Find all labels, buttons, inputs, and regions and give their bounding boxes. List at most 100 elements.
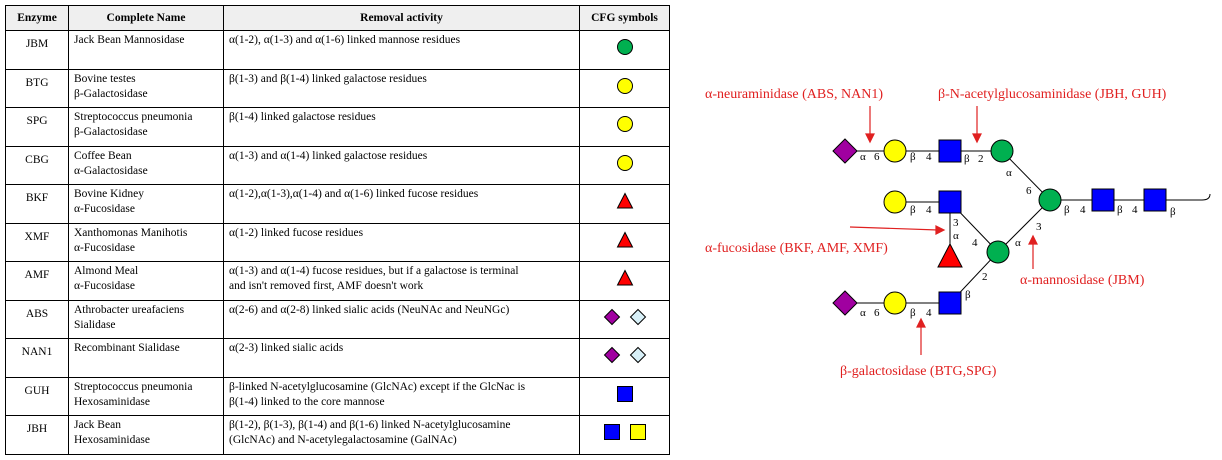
table-row: NAN1 Recombinant Sialidase α(2-3) linked s… <box>5 338 670 378</box>
enzyme-cell: BKF <box>5 184 69 224</box>
complete-name-cell: Athrobacter ureafaciens Sialidase <box>68 299 224 339</box>
green-circle-icon <box>616 39 633 56</box>
removal-activity-cell: α(1-3) and α(1-4) linked galactose resid… <box>223 145 580 185</box>
removal-activity-cell: β-linked N-acetylglucosamine (GlcNAc) ex… <box>223 376 580 416</box>
enzyme-table: Enzyme Complete Name Removal activity CF… <box>5 5 670 455</box>
complete-name-line: Almond Meal <box>74 265 139 277</box>
linkage-label: β <box>1170 206 1176 218</box>
cfg-symbols-cell <box>579 376 670 416</box>
linkage-label: 4 <box>926 151 932 163</box>
header-cfg-symbols: CFG symbols <box>579 5 670 31</box>
table-row: GUH Streptococcus pneumonia Hexosaminidase… <box>5 376 670 416</box>
annotation-arrowhead <box>972 133 982 144</box>
linkage-label: 6 <box>1026 185 1032 197</box>
removal-activity-cell: β(1-3) and β(1-4) linked galactose resid… <box>223 68 580 108</box>
removal-activity-line: (GlcNAc) and N-acetylegalactosamine (Gal… <box>229 434 457 446</box>
removal-activity-line: α(1-2) linked fucose residues <box>229 226 364 239</box>
removal-activity-line: α(1-3) and α(1-4) fucose residues, but i… <box>229 265 519 277</box>
bond-line <box>997 199 1051 253</box>
complete-name-cell: Jack Bean Mannosidase <box>68 30 224 70</box>
cfg-symbols-cell <box>579 261 670 301</box>
core-glcnac-square <box>1091 188 1115 212</box>
removal-activity-line: α(2-6) and α(2-8) linked sialic acids (N… <box>229 303 510 316</box>
removal-activity-line: β(1-3) and β(1-4) linked galactose resid… <box>229 72 427 85</box>
mannose-circle <box>990 139 1014 163</box>
yellow-square-icon <box>629 424 646 441</box>
annotation-acetylglucosaminidase: β-N-acetylglucosaminidase (JBH, GUH) <box>938 87 1167 102</box>
linkage-label: β <box>1117 204 1123 216</box>
complete-name-line: Hexosaminidase <box>74 395 151 408</box>
annotation-fucosidase: α-fucosidase (BKF, AMF, XMF) <box>705 241 888 256</box>
removal-activity-line: α(1-2), α(1-3) and α(1-6) linked mannose… <box>229 34 461 46</box>
red-triangle-icon <box>616 231 633 248</box>
complete-name-line: Hexosaminidase <box>74 434 151 446</box>
complete-name-line: Bovine Kidney <box>74 188 144 200</box>
removal-activity-line: β(1-4) linked to the core mannose <box>229 395 385 408</box>
cfg-symbols-cell <box>579 107 670 147</box>
cfg-symbols-cell <box>579 338 670 378</box>
removal-activity-cell: α(1-3) and α(1-4) fucose residues, but i… <box>223 261 580 301</box>
enzyme-cell: AMF <box>5 261 69 301</box>
purple-diamond-icon <box>603 308 620 325</box>
table-row: BTG Bovine testes β-Galactosidase β(1-3) an… <box>5 68 670 108</box>
linkage-label: α <box>1015 237 1021 249</box>
removal-activity-line: α(1-3) and α(1-4) linked galactose resid… <box>229 149 428 162</box>
cfg-symbols-cell <box>579 30 670 70</box>
removal-activity-line: α(1-2),α(1-3),α(1-4) and α(1-6) linked f… <box>229 188 479 200</box>
linkage-label: 4 <box>1132 204 1138 216</box>
enzyme-cell: XMF <box>5 222 69 262</box>
annotation-arrowhead <box>916 317 926 328</box>
purple-diamond-icon <box>603 347 620 364</box>
yellow-circle-icon <box>616 116 633 133</box>
removal-activity-cell: α(1-2),α(1-3),α(1-4) and α(1-6) linked f… <box>223 184 580 224</box>
linkage-label: β <box>1064 204 1070 216</box>
enzyme-cell: BTG <box>5 68 69 108</box>
sialic-acid-diamond <box>832 138 858 164</box>
linkage-label: 2 <box>982 271 988 283</box>
complete-name-cell: Bovine Kidney α-Fucosidase <box>68 184 224 224</box>
complete-name-cell: Coffee Bean α-Galactosidase <box>68 145 224 185</box>
galactose-circle <box>883 139 907 163</box>
complete-name-line: Jack Bean Mannosidase <box>74 34 185 46</box>
linkage-label: 4 <box>1080 204 1086 216</box>
cfg-symbols-cell <box>579 299 670 339</box>
annotation-mannosidase: α-mannosidase (JBM) <box>1020 273 1145 288</box>
bond-line <box>1155 193 1211 201</box>
red-triangle-icon <box>616 269 633 286</box>
complete-name-cell: Almond Meal α-Fucosidase <box>68 261 224 301</box>
linkage-label: 2 <box>978 153 984 165</box>
cfg-symbols-cell <box>579 415 670 455</box>
glcnac-square <box>938 291 962 315</box>
core-mannose-circle <box>1038 188 1062 212</box>
blue-square-icon <box>603 424 620 441</box>
linkage-label: 4 <box>926 307 932 319</box>
complete-name-line: Streptococcus pneumonia <box>74 111 193 123</box>
complete-name-line: α-Fucosidase <box>74 280 135 292</box>
galactose-circle <box>883 291 907 315</box>
glcnac-square <box>938 190 962 214</box>
cfg-symbols-cell <box>579 68 670 108</box>
removal-activity-cell: α(2-3) linked sialic acids <box>223 338 580 378</box>
removal-activity-cell: α(1-2), α(1-3) and α(1-6) linked mannose… <box>223 30 580 70</box>
linkage-label: α <box>860 151 866 163</box>
complete-name-line: Streptococcus pneumonia <box>74 380 193 393</box>
complete-name-cell: Xanthomonas Manihotis α-Fucosidase <box>68 222 224 262</box>
enzyme-cell: JBM <box>5 30 69 70</box>
table-row: JBH Jack Bean Hexosaminidase β(1-2), β(1-3)… <box>5 415 670 455</box>
complete-name-line: Bovine testes <box>74 72 136 85</box>
complete-name-line: α-Fucosidase <box>74 241 135 254</box>
header-enzyme: Enzyme <box>5 5 69 31</box>
cfg-symbols-cell <box>579 184 670 224</box>
header-complete-name: Complete Name <box>68 5 224 31</box>
complete-name-cell: Jack Bean Hexosaminidase <box>68 415 224 455</box>
complete-name-line: Xanthomonas Manihotis <box>74 226 188 239</box>
cfg-symbols-cell <box>579 145 670 185</box>
removal-activity-line: β-linked N-acetylglucosamine (GlcNAc) ex… <box>229 380 526 393</box>
complete-name-line: β-Galactosidase <box>74 126 148 138</box>
complete-name-cell: Recombinant Sialidase <box>68 338 224 378</box>
table-row: SPG Streptococcus pneumonia β-Galactosidas… <box>5 107 670 147</box>
complete-name-line: β-Galactosidase <box>74 87 148 100</box>
removal-activity-cell: α(1-2) linked fucose residues <box>223 222 580 262</box>
linkage-label: β <box>965 289 971 301</box>
fucose-triangle <box>937 242 963 268</box>
